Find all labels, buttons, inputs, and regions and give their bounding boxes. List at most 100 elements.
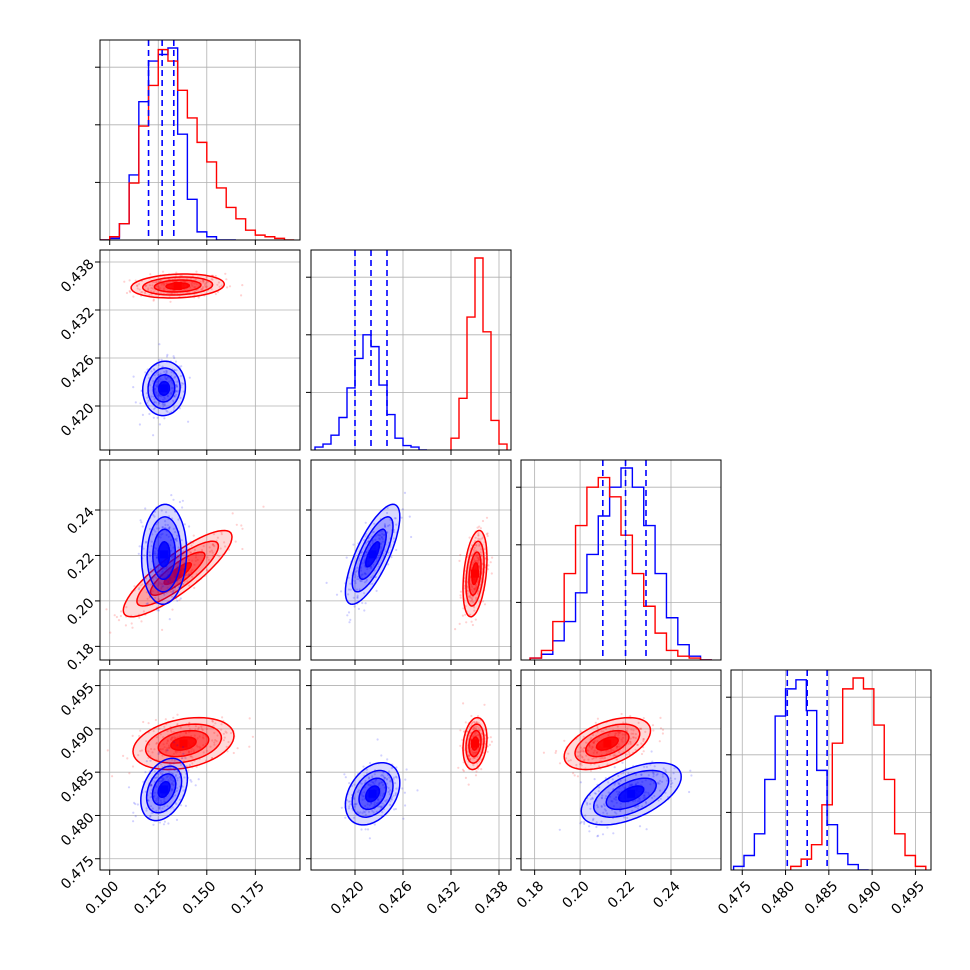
sample-point <box>164 520 167 523</box>
sample-point <box>480 554 483 558</box>
sample-point <box>345 556 348 559</box>
sample-point <box>149 568 152 571</box>
sample-point <box>187 751 190 754</box>
sample-point <box>480 537 483 540</box>
sample-point <box>631 809 634 812</box>
sample-point <box>589 763 592 766</box>
sample-point <box>366 803 369 806</box>
sample-point <box>180 804 183 807</box>
sample-point <box>144 541 147 544</box>
sample-point <box>208 550 212 553</box>
sample-point <box>381 773 384 776</box>
sample-point <box>595 825 598 829</box>
sample-point <box>221 716 224 719</box>
sample-point <box>186 291 189 294</box>
sample-point <box>613 783 616 786</box>
sample-point <box>588 746 591 749</box>
sample-point <box>159 582 162 585</box>
sample-point <box>161 570 164 574</box>
sample-point <box>146 396 149 399</box>
sample-point <box>161 270 165 273</box>
sample-point <box>159 772 162 775</box>
blue-contour <box>157 541 171 568</box>
sample-point <box>145 602 148 606</box>
sample-point <box>194 784 197 787</box>
sample-point <box>634 733 638 736</box>
sample-point <box>155 741 158 745</box>
sample-point <box>166 523 169 527</box>
sample-point <box>647 774 650 777</box>
sample-point <box>473 588 477 591</box>
sample-point <box>357 789 361 792</box>
sample-point <box>478 565 481 568</box>
sample-point <box>176 777 179 780</box>
sample-point <box>148 376 151 379</box>
sample-point <box>191 762 194 765</box>
sample-point <box>389 780 392 783</box>
sample-point <box>165 378 168 381</box>
sample-point <box>606 812 609 815</box>
sample-point <box>241 547 244 551</box>
sample-point <box>611 800 614 803</box>
sample-point <box>459 594 462 597</box>
sample-point <box>170 387 174 390</box>
sample-point <box>386 506 389 510</box>
sample-point <box>458 559 461 563</box>
sample-point <box>97 623 99 625</box>
sample-point <box>372 563 375 566</box>
sample-point <box>464 776 467 780</box>
sample-point <box>205 276 208 279</box>
sample-point <box>620 738 623 741</box>
sample-point <box>475 549 478 552</box>
sample-point <box>374 780 377 783</box>
marginal-panel-1-frame <box>310 249 512 451</box>
sample-point <box>363 811 366 814</box>
sample-point <box>477 558 480 561</box>
blue-contour <box>157 780 171 799</box>
sample-point <box>474 727 477 730</box>
sample-point <box>366 568 369 571</box>
sample-point <box>155 742 158 745</box>
sample-point <box>477 532 480 535</box>
sample-point <box>360 793 363 796</box>
sample-point <box>634 748 637 751</box>
sample-point <box>652 772 655 775</box>
sample-point <box>394 793 397 797</box>
sample-point <box>213 743 216 746</box>
sample-point <box>131 626 134 629</box>
sample-point <box>355 588 358 591</box>
sample-point <box>169 544 172 547</box>
red-contour <box>465 540 485 607</box>
sample-point <box>187 420 190 423</box>
sample-point <box>601 833 605 836</box>
sample-point <box>478 543 481 546</box>
sample-point <box>484 557 487 560</box>
y-tick-label: 0.432 <box>58 304 98 344</box>
sample-point <box>618 745 621 748</box>
sample-point <box>210 278 213 281</box>
sample-point <box>140 521 143 524</box>
sample-point <box>371 809 374 813</box>
sample-point <box>149 591 152 594</box>
sample-point <box>659 789 662 792</box>
blue-contour <box>358 528 387 581</box>
sample-point <box>156 736 159 739</box>
sample-point <box>140 620 143 623</box>
sample-point <box>657 799 660 802</box>
sample-point <box>172 731 175 734</box>
sample-point <box>483 703 486 706</box>
sample-point <box>222 739 225 742</box>
sample-point <box>378 534 381 537</box>
sample-point <box>617 732 620 735</box>
sample-point <box>637 804 640 807</box>
sample-point <box>481 519 485 523</box>
sample-point <box>555 749 558 753</box>
sample-point <box>349 800 352 803</box>
sample-point <box>349 803 352 806</box>
sample-point <box>105 608 108 611</box>
sample-point <box>167 744 171 747</box>
x-tick-label: 0.20 <box>559 878 592 911</box>
sample-point <box>375 802 379 805</box>
sample-point <box>227 740 230 744</box>
sample-point <box>160 586 163 589</box>
